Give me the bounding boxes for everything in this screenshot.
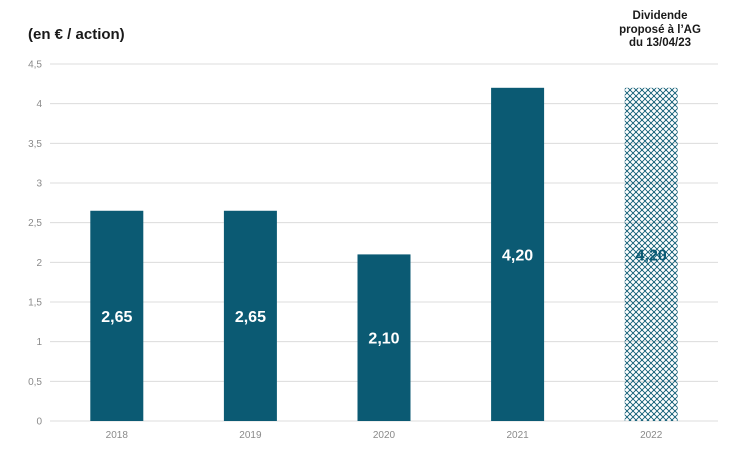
- proposed-dividend-annotation: Dividende proposé à l’AG du 13/04/23: [590, 10, 730, 51]
- bar-value-label: 2,10: [368, 331, 399, 348]
- data-labels: 2,65 2,65 2,10 4,20 4,20: [101, 247, 667, 347]
- y-tick-label: 4,5: [28, 60, 42, 71]
- y-tick-label: 3,5: [28, 139, 42, 150]
- bars: [90, 87, 678, 422]
- y-tick-label: 3: [36, 179, 42, 190]
- bar: [357, 254, 411, 421]
- bar: [90, 210, 144, 421]
- x-tick-label: 2020: [373, 430, 396, 441]
- y-tick-label: 0,5: [28, 377, 42, 388]
- bar-value-label: 4,20: [636, 247, 667, 264]
- y-tick-label: 4: [36, 99, 42, 110]
- x-tick-label: 2022: [640, 430, 663, 441]
- x-tick-label: 2019: [239, 430, 262, 441]
- y-tick-label: 1: [36, 337, 42, 348]
- x-tick-label: 2021: [506, 430, 529, 441]
- unit-label: (en € / action): [28, 26, 125, 43]
- y-tick-label: 2: [36, 258, 42, 269]
- bar: [491, 87, 545, 422]
- x-tick-label: 2018: [106, 430, 129, 441]
- y-axis-ticks: 0 0,5 1 1,5 2 2,5 3 3,5 4 4,5: [28, 60, 42, 428]
- bar-proposed: [624, 87, 678, 422]
- y-tick-label: 0: [36, 417, 42, 428]
- bar-value-label: 2,65: [101, 309, 132, 326]
- bar-value-label: 4,20: [502, 247, 533, 264]
- annotation-line-3: du 13/04/23: [628, 37, 691, 49]
- y-tick-label: 2,5: [28, 218, 42, 229]
- bar-value-label: 2,65: [235, 309, 266, 326]
- annotation-line-2: proposé à l’AG: [619, 23, 701, 36]
- bar: [223, 210, 277, 421]
- x-axis-ticks: 2018 2019 2020 2021 2022: [106, 430, 663, 441]
- y-tick-label: 1,5: [28, 298, 42, 309]
- annotation-line-1: Dividende: [632, 10, 688, 22]
